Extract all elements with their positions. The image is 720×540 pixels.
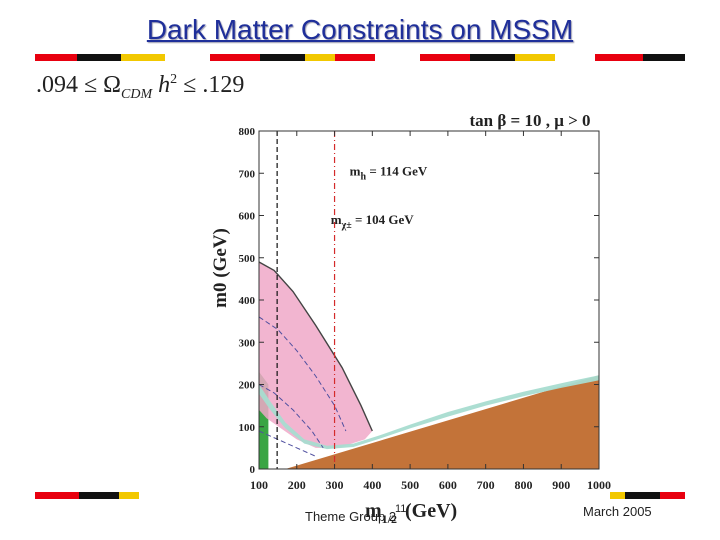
y-tick-label: 100: [239, 422, 256, 434]
bottom-left-color-band: [35, 492, 139, 499]
x-label-unit: (GeV): [405, 500, 457, 522]
band-seg: [335, 54, 375, 61]
ann-mchi-rest: = 104 GeV: [352, 212, 415, 227]
footer-left: Theme Group 2: [305, 509, 397, 524]
footer-page-number: 11: [395, 503, 407, 515]
y-tick-label: 600: [239, 211, 256, 223]
slide-title: Dark Matter Constraints on MSSM: [146, 14, 574, 45]
region-stau-lsp-excluded: [281, 375, 599, 469]
band-seg: [79, 492, 119, 499]
formula-leq-2: ≤: [183, 72, 197, 98]
band-seg: [595, 54, 643, 61]
band-seg: [643, 54, 685, 61]
x-tick-label: 900: [552, 478, 570, 492]
ann-mh-sub: h: [361, 171, 367, 182]
x-tick-label: 800: [514, 478, 532, 492]
chargino-mass-annotation: mχ± = 104 GeV: [331, 212, 414, 231]
band-seg: [420, 54, 470, 61]
footer-right: March 2005: [583, 504, 652, 519]
band-seg: [470, 54, 515, 61]
band-seg: [35, 492, 79, 499]
band-seg: [35, 54, 77, 61]
formula-h: h: [158, 72, 171, 98]
band-seg: [625, 492, 660, 499]
y-axis-label: m0 (GeV): [210, 228, 231, 308]
dashed-contour-1: [258, 384, 324, 449]
x-tick-label: 700: [477, 478, 495, 492]
bottom-right-color-band: [610, 492, 685, 499]
higgs-mass-annotation: mh = 114 GeV: [350, 163, 428, 182]
x-tick-label: 500: [401, 478, 419, 492]
band-seg: [121, 54, 165, 61]
band-seg: [77, 54, 121, 61]
x-label-sub: 1/2: [382, 512, 397, 526]
relic-density-formula: .094 ≤ ΩCDM h2 ≤ .129: [36, 72, 244, 103]
formula-subscript: CDM: [121, 86, 153, 102]
formula-omega: Ω: [103, 72, 122, 98]
ann-mh-main: m: [350, 163, 361, 178]
band-seg: [515, 54, 555, 61]
x-tick-label: 1000: [587, 478, 611, 492]
x-tick-label: 400: [363, 478, 381, 492]
x-tick-label: 200: [288, 478, 306, 492]
band-seg: [119, 492, 139, 499]
y-tick-label: 0: [250, 464, 256, 476]
x-tick-label: 600: [439, 478, 457, 492]
y-tick-label: 300: [239, 337, 256, 349]
y-tick-label: 500: [239, 253, 256, 265]
formula-lower: .094: [36, 72, 78, 98]
band-seg: [260, 54, 305, 61]
y-tick-label: 800: [239, 126, 256, 138]
region-g-2-favoured: [259, 262, 373, 448]
region-wmap-relic-density: [259, 375, 599, 450]
x-tick-label: 300: [326, 478, 344, 492]
y-tick-label: 400: [239, 295, 256, 307]
g2-boundary-curve: [258, 261, 373, 432]
band-seg: [610, 492, 625, 499]
band-seg: [305, 54, 335, 61]
ann-mchi-sub: χ±: [341, 220, 353, 231]
ann-mchi-main: m: [331, 212, 342, 227]
dashed-contour-2: [258, 430, 316, 457]
top-color-band: [35, 54, 685, 61]
x-tick-label: 100: [250, 478, 268, 492]
band-seg: [660, 492, 685, 499]
dashed-contour-0: [258, 316, 347, 432]
x-label-main: m: [365, 500, 382, 522]
formula-leq: ≤: [84, 72, 98, 98]
band-seg: [210, 54, 260, 61]
chart-title: tan β = 10 , μ > 0: [469, 111, 590, 130]
y-tick-label: 200: [239, 380, 256, 392]
x-axis-label: m1/2 (GeV): [365, 500, 457, 526]
formula-power: 2: [170, 72, 178, 87]
ann-mh-rest: = 114 GeV: [366, 163, 428, 178]
formula-upper: .129: [202, 72, 245, 98]
y-tick-label: 700: [239, 168, 256, 180]
